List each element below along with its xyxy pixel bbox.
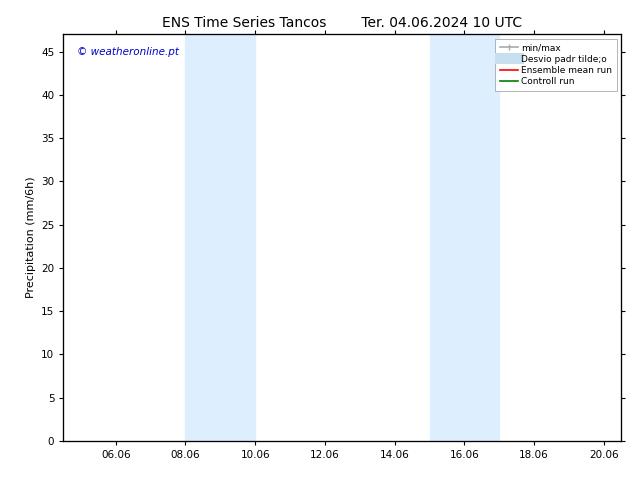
Legend: min/max, Desvio padr tilde;o, Ensemble mean run, Controll run: min/max, Desvio padr tilde;o, Ensemble m… <box>495 39 617 91</box>
Bar <box>185 34 255 441</box>
Title: ENS Time Series Tancos        Ter. 04.06.2024 10 UTC: ENS Time Series Tancos Ter. 04.06.2024 1… <box>162 16 522 30</box>
Text: © weatheronline.pt: © weatheronline.pt <box>77 47 179 56</box>
Y-axis label: Precipitation (mm/6h): Precipitation (mm/6h) <box>25 177 36 298</box>
Bar <box>429 34 500 441</box>
